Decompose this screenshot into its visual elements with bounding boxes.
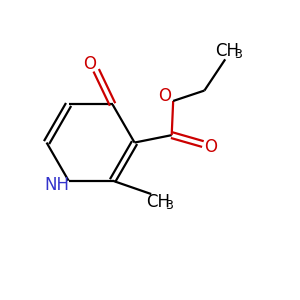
Text: CH: CH (146, 194, 170, 211)
Text: CH: CH (215, 42, 239, 60)
Text: O: O (83, 55, 96, 73)
Text: 3: 3 (165, 200, 173, 212)
Text: NH: NH (45, 176, 70, 194)
Text: O: O (204, 138, 217, 156)
Text: 3: 3 (234, 48, 242, 62)
Text: O: O (158, 87, 171, 105)
